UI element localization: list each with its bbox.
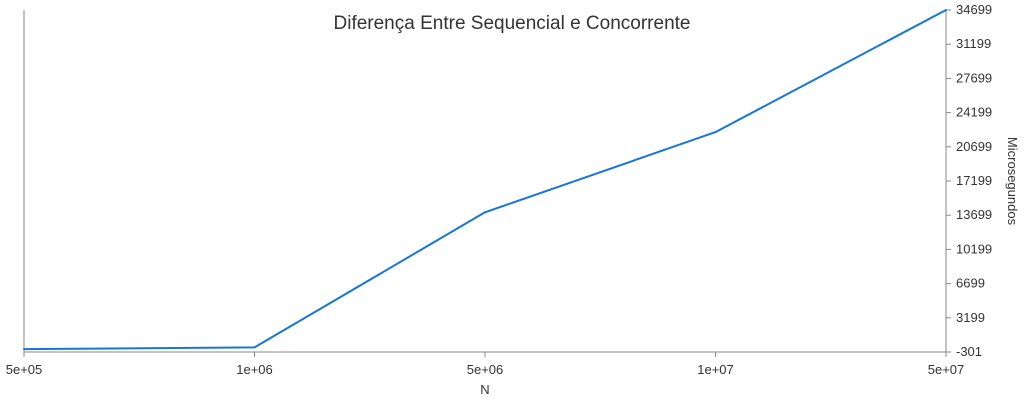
x-axis-label: N [480,382,489,397]
chart-title: Diferença Entre Sequencial e Concorrente [334,13,691,34]
y-tick-label: 3199 [956,310,985,325]
series-layer [23,9,947,351]
y-axis-label: Microsegundos [1005,137,1020,226]
y-tick-label: 24199 [956,105,992,120]
data-point [945,9,947,11]
x-tick-label: 5e+06 [467,362,504,377]
y-tick-label: 27699 [956,70,992,85]
x-tick-label: 5e+05 [6,362,43,377]
x-axis-ticks: 5e+05 1e+06 5e+06 1e+07 5e+07 [6,352,965,377]
x-tick-label: 1e+07 [697,362,734,377]
data-point [253,346,256,349]
data-point [23,348,25,351]
y-tick-label: 31199 [956,36,991,51]
y-tick-label: 6699 [956,276,985,291]
y-tick-label: 17199 [956,173,992,188]
y-tick-label: 10199 [956,241,992,256]
y-tick-label: 20699 [956,139,992,154]
data-point [714,131,717,134]
data-point [484,211,486,214]
y-tick-label: 34699 [956,2,992,17]
y-tick-label: 13699 [956,207,992,222]
x-tick-label: 5e+07 [928,362,965,377]
y-axis-ticks: -301 3199 6699 10199 13699 17199 20699 24199 276… [946,2,992,359]
y-tick-label: -301 [956,344,982,359]
x-tick-label: 1e+06 [236,362,273,377]
series-line [23,9,947,351]
